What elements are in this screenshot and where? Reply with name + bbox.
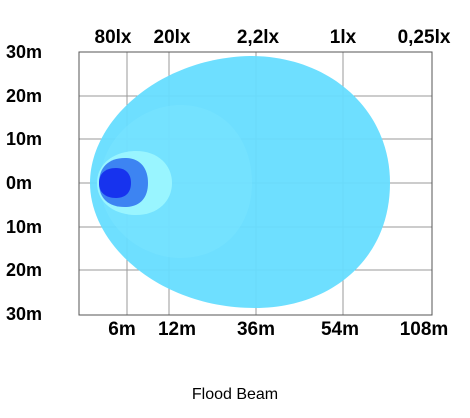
lux-label-20: 20lx: [153, 27, 191, 48]
y-tick-label: 10m: [6, 217, 43, 237]
light-zone-80lx: [99, 168, 131, 198]
x-tick-label: 108m: [399, 319, 449, 340]
x-tick-label: 36m: [236, 319, 276, 340]
x-tick-label: 12m: [157, 319, 197, 340]
lux-label-2-2: 2,2lx: [236, 27, 280, 48]
light-zones: [90, 56, 390, 308]
y-tick-label: 20m: [6, 260, 43, 280]
y-tick-label: 30m: [6, 304, 43, 324]
y-tick-label: 10m: [6, 129, 43, 149]
y-tick-label: 0m: [6, 173, 33, 193]
lux-label-0-25: 0,25lx: [397, 27, 451, 48]
chart-caption: Flood Beam: [191, 386, 279, 403]
lux-label-1: 1lx: [329, 27, 357, 48]
lux-label-80: 80lx: [94, 27, 132, 48]
x-tick-label: 6m: [108, 319, 136, 340]
plot-frame: [78, 51, 433, 316]
light-zone-1lx: [100, 105, 252, 258]
y-tick-label: 30m: [6, 42, 43, 62]
x-tick-label: 54m: [320, 319, 360, 340]
y-tick-label: 20m: [6, 86, 43, 106]
